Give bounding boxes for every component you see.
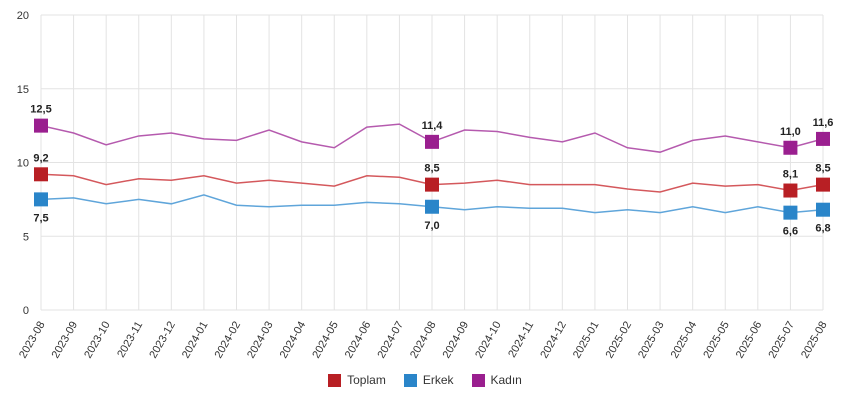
data-marker — [425, 177, 439, 192]
x-tick-label: 2025-06 — [734, 320, 765, 361]
data-marker — [34, 167, 48, 182]
y-tick-label: 10 — [17, 158, 29, 170]
data-marker — [783, 205, 798, 220]
data-marker — [816, 177, 830, 192]
x-tick-label: 2024-05 — [310, 320, 341, 361]
data-marker — [816, 131, 830, 146]
x-tick-label: 2024-01 — [180, 320, 211, 361]
data-marker — [425, 134, 439, 149]
data-label: 7,0 — [424, 220, 439, 232]
data-label: 8,5 — [424, 163, 439, 175]
data-marker — [34, 118, 48, 133]
x-tick-label: 2024-07 — [375, 320, 406, 361]
x-tick-label: 2024-06 — [343, 320, 374, 361]
y-axis: 0 5 10 15 20 — [17, 10, 29, 317]
legend-swatch — [328, 373, 342, 387]
data-label: 6,6 — [783, 226, 798, 238]
x-tick-label: 2023-08 — [17, 320, 48, 361]
x-tick-label: 2024-11 — [506, 320, 536, 360]
x-tick-label: 2025-04 — [669, 320, 700, 361]
legend: Toplam Erkek Kadın — [0, 373, 850, 387]
legend-swatch — [403, 373, 417, 387]
legend-swatch — [471, 373, 485, 387]
x-tick-label: 2025-02 — [604, 320, 635, 361]
data-label: 11,6 — [813, 117, 834, 129]
x-tick-label: 2024-12 — [538, 320, 569, 361]
data-labels: 9,2 8,5 8,1 8,5 7,5 7,0 6,6 6,8 12,5 11,4 11,0 11,6 — [30, 104, 833, 238]
x-axis: 2023-08 2023-09 2023-10 2023-11 2023-12 2024-… — [17, 319, 830, 360]
data-marker — [34, 192, 48, 207]
x-tick-label: 2025-07 — [766, 320, 797, 361]
data-label: 8,1 — [783, 169, 798, 181]
legend-item-toplam[interactable]: Toplam — [328, 373, 386, 387]
x-tick-label: 2023-11 — [115, 320, 145, 360]
x-tick-label: 2024-04 — [278, 320, 309, 361]
legend-item-erkek[interactable]: Erkek — [403, 373, 454, 387]
x-tick-label: 2025-08 — [799, 320, 830, 361]
y-tick-label: 15 — [17, 84, 29, 96]
x-tick-label: 2025-05 — [701, 320, 732, 361]
grid — [40, 14, 824, 311]
y-tick-label: 20 — [17, 10, 29, 22]
y-tick-label: 0 — [23, 305, 29, 317]
data-label: 8,5 — [815, 163, 830, 175]
y-tick-label: 5 — [23, 231, 29, 243]
legend-label: Toplam — [347, 373, 386, 387]
x-tick-label: 2024-08 — [408, 320, 439, 361]
data-label: 6,8 — [815, 223, 830, 235]
data-label: 11,0 — [780, 126, 801, 138]
legend-label: Erkek — [422, 373, 454, 387]
data-marker — [425, 199, 439, 214]
x-tick-label: 2024-03 — [245, 320, 276, 361]
data-marker — [783, 183, 798, 198]
legend-label: Kadın — [490, 373, 522, 387]
x-tick-label: 2025-01 — [571, 320, 602, 361]
x-tick-label: 2023-10 — [82, 320, 113, 361]
x-tick-label: 2024-10 — [473, 319, 504, 360]
x-tick-label: 2023-12 — [147, 320, 178, 361]
x-tick-label: 2024-02 — [213, 320, 244, 361]
data-marker — [816, 202, 830, 217]
legend-item-kadin[interactable]: Kadın — [471, 373, 522, 387]
data-marker — [783, 140, 798, 155]
x-tick-label: 2023-09 — [50, 320, 81, 361]
data-label: 11,4 — [422, 120, 444, 132]
series-markers — [34, 118, 830, 220]
x-tick-label: 2024-09 — [441, 320, 472, 361]
data-label: 12,5 — [30, 104, 51, 116]
data-label: 9,2 — [33, 152, 48, 164]
data-label: 7,5 — [33, 212, 48, 224]
x-tick-label: 2025-03 — [636, 320, 667, 361]
